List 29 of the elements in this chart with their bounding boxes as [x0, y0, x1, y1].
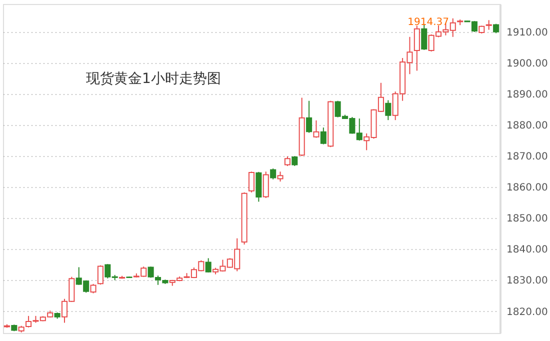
candlestick: [493, 23, 500, 34]
candlestick: [486, 20, 492, 30]
y-tick-label: 1820.00: [506, 306, 548, 318]
text: 现货黄金1小时走势图: [86, 71, 221, 87]
candlestick: [414, 25, 420, 72]
y-tick-label: 1850.00: [506, 214, 548, 225]
y-tick-label: 1830.00: [506, 276, 548, 287]
candlestick: [248, 171, 255, 193]
candlestick: [284, 156, 290, 167]
candlestick: [421, 24, 428, 50]
candlestick: [313, 120, 320, 138]
candlestick: [292, 156, 298, 167]
y-tick-label: 1890.00: [506, 90, 548, 101]
candlestick: [205, 258, 212, 273]
y-tick-label: 1860.00: [506, 182, 548, 194]
y-tick-label: 1880.00: [506, 120, 548, 132]
candlestick: [90, 283, 96, 294]
candlestick: [97, 264, 104, 286]
y-tick-label: 1870.00: [506, 152, 548, 163]
y-tick-label: 1910.00: [506, 27, 548, 38]
candlestick: [277, 171, 284, 182]
annotation: 1914.37: [408, 17, 449, 28]
candlestick: [262, 171, 269, 198]
candlestick: [306, 100, 312, 134]
y-tick-label: 1840.00: [506, 244, 548, 256]
candlestick: [320, 127, 326, 145]
y-tick-label: 1900.00: [506, 58, 548, 70]
candlestick: [270, 168, 276, 180]
candlestick: [385, 100, 392, 121]
